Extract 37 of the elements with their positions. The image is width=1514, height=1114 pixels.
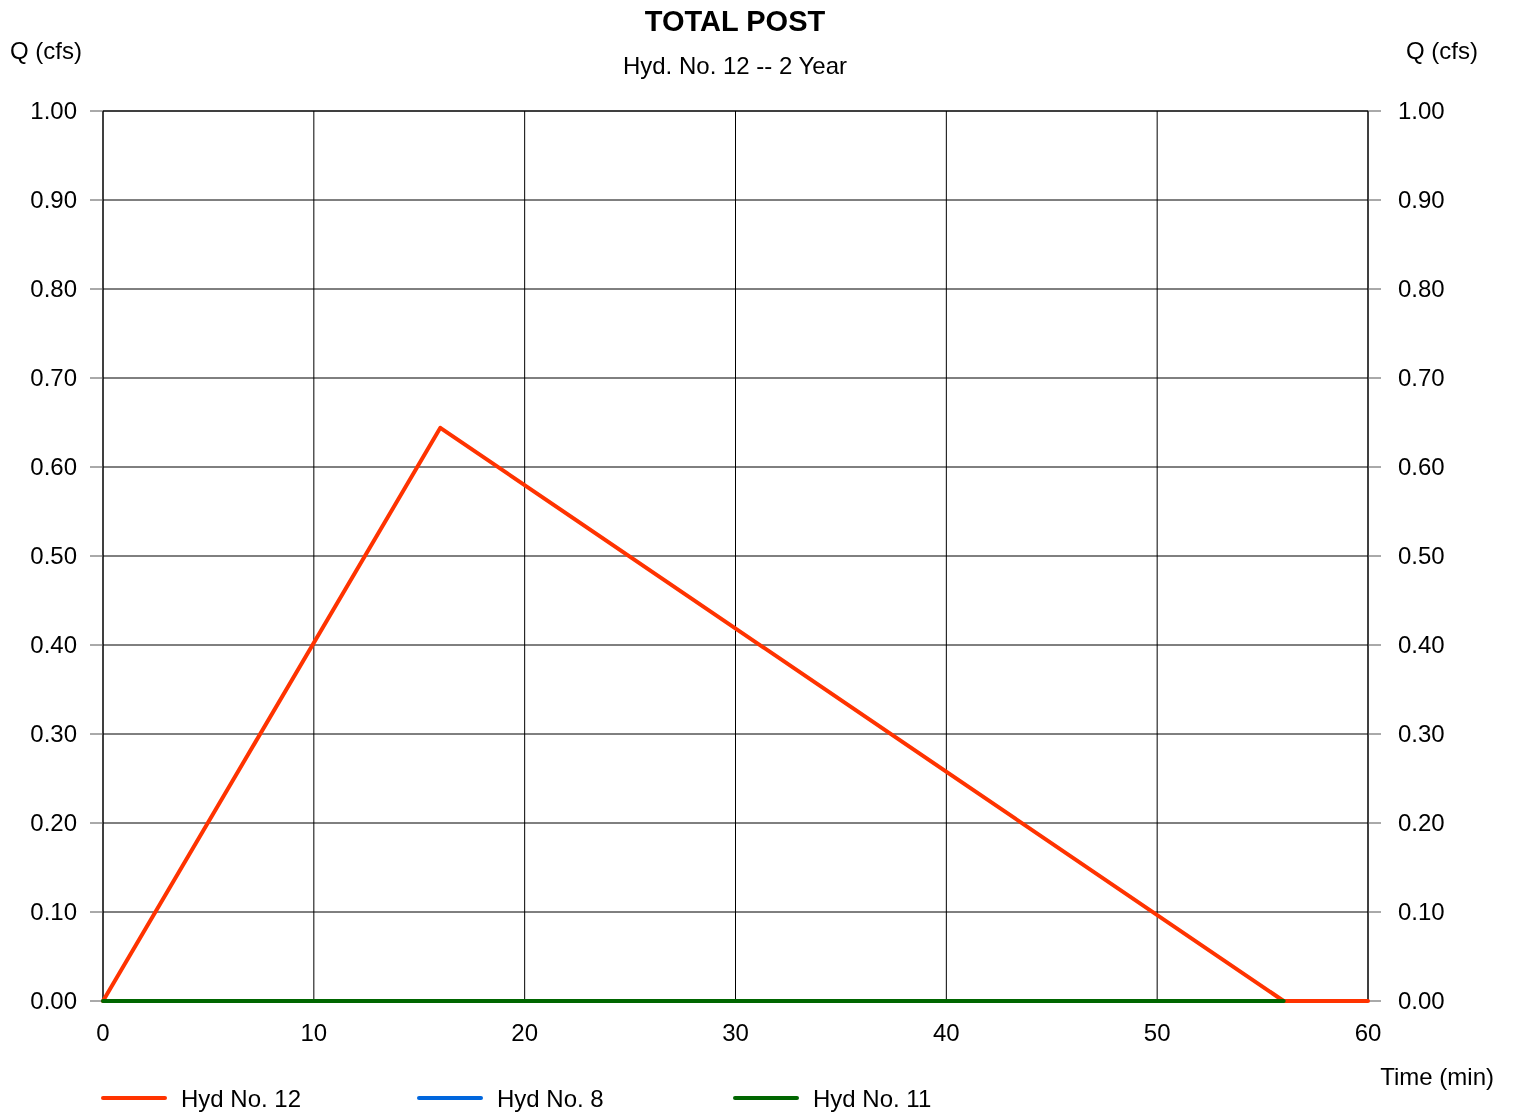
y-tick-label: 1.00 [30,97,77,124]
chart-title: TOTAL POST [644,5,826,37]
y2-tick-label: 0.30 [1398,720,1445,747]
y2-tick-label: 0.60 [1398,453,1445,480]
y2-tick-label: 1.00 [1398,97,1445,124]
y-tick-label: 0.70 [30,364,77,391]
legend-label: Hyd No. 8 [497,1085,604,1112]
x-tick-label: 20 [511,1019,539,1046]
x-tick-label: 40 [932,1019,960,1046]
y2-axis-title: Q (cfs) [1406,37,1478,64]
y2-tick-label: 0.10 [1398,898,1445,925]
x-tick-label: 50 [1143,1019,1171,1046]
chart-subtitle: Hyd. No. 12 -- 2 Year [622,52,848,79]
y2-tick-label: 0.40 [1398,631,1445,658]
x-tick-label: 60 [1354,1019,1382,1046]
y-tick-label: 0.10 [30,898,77,925]
legend-label: Hyd No. 12 [181,1085,302,1112]
y2-tick-label: 0.50 [1398,542,1445,569]
y-tick-label: 0.00 [30,987,77,1014]
y2-tick-label: 0.70 [1398,364,1445,391]
y-tick-label: 0.80 [30,275,77,302]
y-tick-label: 0.30 [30,720,77,747]
y-tick-label: 0.20 [30,809,77,836]
y-tick-label: 0.60 [30,453,77,480]
legend-label: Hyd No. 11 [813,1085,932,1112]
y-axis-title: Q (cfs) [10,37,82,64]
y2-tick-label: 0.80 [1398,275,1445,302]
y2-tick-label: 0.00 [1398,987,1445,1014]
y2-tick-label: 0.20 [1398,809,1445,836]
y-tick-label: 0.50 [30,542,77,569]
y-tick-label: 0.90 [30,186,77,213]
x-tick-label: 0 [96,1019,110,1046]
y-tick-label: 0.40 [30,631,77,658]
y2-tick-label: 0.90 [1398,186,1445,213]
x-axis-title: Time (min) [1380,1063,1494,1090]
x-tick-label: 10 [300,1019,328,1046]
x-tick-label: 30 [722,1019,749,1046]
